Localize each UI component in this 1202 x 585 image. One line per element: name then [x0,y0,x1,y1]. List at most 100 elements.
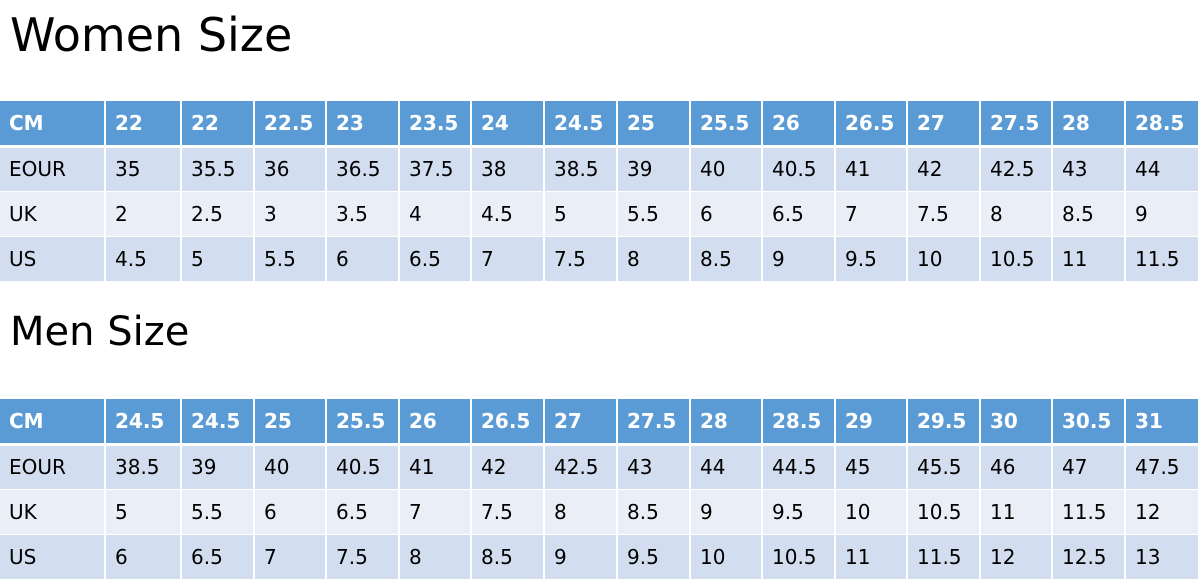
table-cell: 44.5 [761,444,835,490]
table-cell: 27.5 [616,399,690,446]
table-cell: 6.5 [325,489,399,535]
table-cell: 44 [1124,146,1198,192]
table-cell: 31 [1124,399,1198,446]
row-label: US [0,534,105,580]
table-cell: 45.5 [906,444,980,490]
table-cell: 24.5 [543,101,617,148]
table-row: UK 5 5.5 6 6.5 7 7.5 8 8.5 9 9.5 10 10.5 11 11.5 12 [0,489,1198,535]
table-cell: 24.5 [104,399,181,446]
table-cell: 36 [253,146,326,192]
table-cell: 24.5 [180,399,254,446]
table-cell: 9.5 [616,534,690,580]
row-label: CM [0,399,105,446]
table-cell: 7 [253,534,326,580]
table-cell: 8.5 [1051,191,1125,237]
table-cell: 25 [253,399,326,446]
table-cell: 22 [104,101,181,148]
table-cell: 42 [906,146,980,192]
table-cell: 9 [543,534,617,580]
table-cell: 36.5 [325,146,399,192]
table-row: US 6 6.5 7 7.5 8 8.5 9 9.5 10 10.5 11 11.5 12 12.5 13 [0,534,1198,580]
table-cell: 41 [398,444,471,490]
table-cell: 38.5 [104,444,181,490]
table-cell: 8.5 [470,534,544,580]
table-cell: 7.5 [543,236,617,282]
row-label: EOUR [0,146,105,192]
table-cell: 9.5 [761,489,835,535]
table-cell: 40 [253,444,326,490]
men-size-table: CM 24.5 24.5 25 25.5 26 26.5 27 27.5 28 28.5 29 29.5… [0,399,1198,580]
table-cell: 24 [470,101,544,148]
table-cell: 5 [104,489,181,535]
table-cell: 10 [834,489,907,535]
table-cell: 5 [543,191,617,237]
table-cell: 47 [1051,444,1125,490]
table-cell: 30.5 [1051,399,1125,446]
table-cell: 47.5 [1124,444,1198,490]
table-cell: 28.5 [761,399,835,446]
table-cell: 13 [1124,534,1198,580]
table-row: US 4.5 5 5.5 6 6.5 7 7.5 8 8.5 9 9.5 10 10.5 11 11.5 [0,236,1198,282]
table-cell: 7 [398,489,471,535]
table-cell: 27 [906,101,980,148]
table-cell: 11.5 [906,534,980,580]
table-cell: 22 [180,101,254,148]
table-cell: 6 [325,236,399,282]
table-cell: 8 [543,489,617,535]
header-row: CM 22 22 22.5 23 23.5 24 24.5 25 25.5 26 26.5 27 27.5… [0,101,1198,148]
table-row: UK 2 2.5 3 3.5 4 4.5 5 5.5 6 6.5 7 7.5 8 8.5 9 [0,191,1198,237]
table-cell: 10.5 [906,489,980,535]
table-cell: 40.5 [325,444,399,490]
table-cell: 2.5 [180,191,254,237]
table-cell: 8.5 [689,236,762,282]
women-size-title: Women Size [10,8,293,62]
table-cell: 27 [543,399,617,446]
table-cell: 26.5 [834,101,907,148]
table-cell: 26 [398,399,471,446]
table-cell: 22.5 [253,101,326,148]
table-cell: 12.5 [1051,534,1125,580]
table-cell: 35 [104,146,181,192]
table-cell: 43 [1051,146,1125,192]
table-cell: 11 [1051,236,1125,282]
table-cell: 10.5 [761,534,835,580]
table-cell: 6.5 [398,236,471,282]
table-cell: 10 [906,236,980,282]
table-cell: 6.5 [761,191,835,237]
table-cell: 8.5 [616,489,690,535]
header-row: CM 24.5 24.5 25 25.5 26 26.5 27 27.5 28 28.5 29 29.5… [0,399,1198,446]
table-cell: 11.5 [1051,489,1125,535]
table-row: EOUR 35 35.5 36 36.5 37.5 38 38.5 39 40 40.5 41 42 42… [0,146,1198,192]
table-cell: 41 [834,146,907,192]
table-cell: 45 [834,444,907,490]
table-cell: 5 [180,236,254,282]
table-cell: 5.5 [180,489,254,535]
table-cell: 6 [689,191,762,237]
table-cell: 4 [398,191,471,237]
row-label: US [0,236,105,282]
table-cell: 29.5 [906,399,980,446]
table-cell: 38 [470,146,544,192]
table-cell: 46 [979,444,1052,490]
table-cell: 7 [470,236,544,282]
table-cell: 28.5 [1124,101,1198,148]
table-cell: 9.5 [834,236,907,282]
table-cell: 23 [325,101,399,148]
table-cell: 9 [689,489,762,535]
table-cell: 25 [616,101,690,148]
table-cell: 5.5 [253,236,326,282]
table-cell: 3 [253,191,326,237]
table-cell: 6 [104,534,181,580]
table-cell: 40 [689,146,762,192]
table-cell: 5.5 [616,191,690,237]
table-cell: 4.5 [470,191,544,237]
table-cell: 7.5 [325,534,399,580]
table-cell: 28 [1051,101,1125,148]
table-cell: 30 [979,399,1052,446]
table-cell: 9 [761,236,835,282]
women-size-table: CM 22 22 22.5 23 23.5 24 24.5 25 25.5 26 26.5 27 27.5… [0,101,1198,282]
table-cell: 8 [979,191,1052,237]
table-cell: 25.5 [689,101,762,148]
table-cell: 39 [180,444,254,490]
table-cell: 40.5 [761,146,835,192]
